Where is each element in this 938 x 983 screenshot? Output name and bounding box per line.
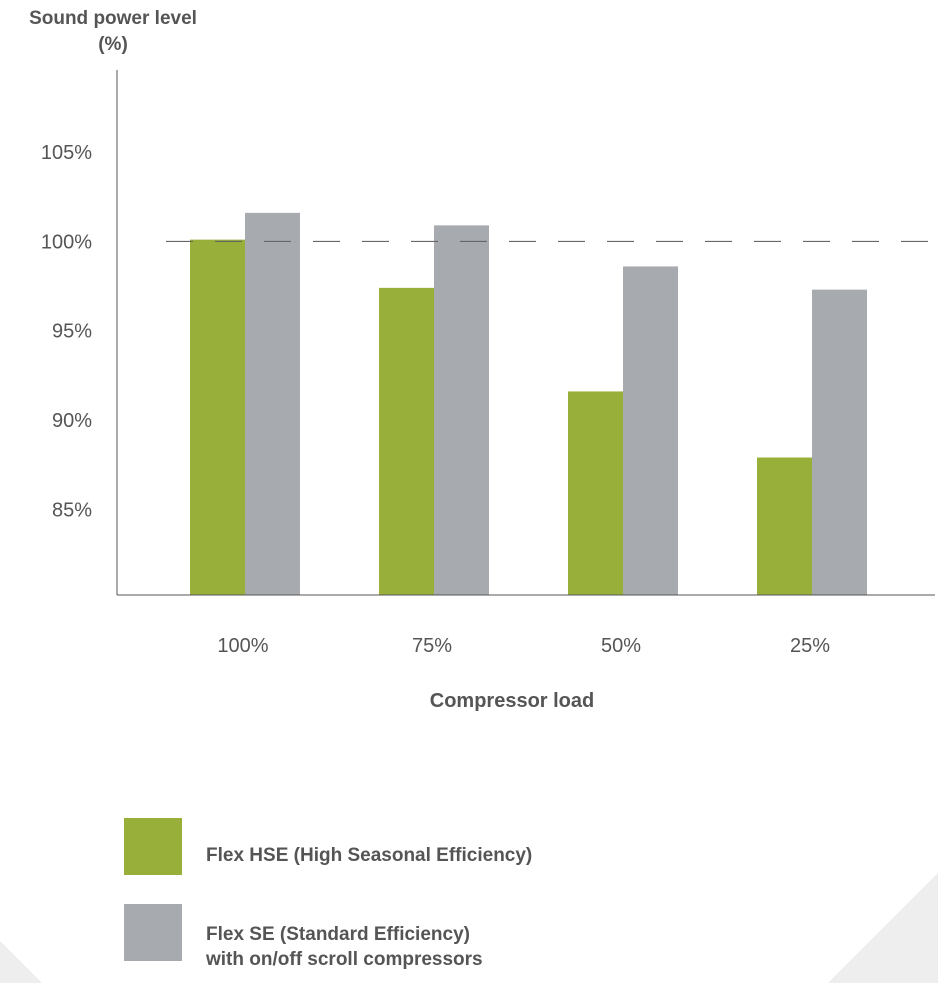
bar-hse-25pct bbox=[757, 457, 812, 595]
y-axis-title: Sound power level (%) bbox=[29, 8, 197, 55]
y-tick-label: 105% bbox=[41, 142, 92, 164]
decorative-corner-left bbox=[0, 941, 42, 983]
bar-series bbox=[190, 212, 867, 595]
legend-label-se-line-2: with on/off scroll compressors bbox=[206, 949, 483, 970]
y-tick-label: 100% bbox=[41, 231, 92, 253]
y-axis-title-line-1: Sound power level bbox=[29, 8, 197, 29]
y-tick-label: 90% bbox=[52, 410, 92, 432]
x-axis-title: Compressor load bbox=[430, 690, 594, 712]
bar-se-75pct bbox=[434, 225, 489, 595]
bar-se-50pct bbox=[623, 266, 678, 595]
bar-hse-50pct bbox=[568, 391, 623, 595]
legend-label-hse: Flex HSE (High Seasonal Efficiency) bbox=[206, 845, 533, 866]
x-tick-label: 50% bbox=[601, 635, 641, 657]
bar-hse-75pct bbox=[379, 287, 434, 595]
y-tick-label: 85% bbox=[52, 499, 92, 521]
y-tick-label: 95% bbox=[52, 321, 92, 343]
x-tick-label: 100% bbox=[217, 635, 268, 657]
legend-label-se-line-1: Flex SE (Standard Efficiency) bbox=[206, 924, 470, 945]
bar-se-100pct bbox=[245, 212, 300, 595]
legend-swatch-hse bbox=[124, 818, 182, 875]
y-axis-ticks: 85% 90% 95% 100% 105% bbox=[41, 142, 92, 521]
bar-hse-100pct bbox=[190, 239, 245, 595]
x-axis-categories: 100% 75% 50% 25% bbox=[217, 635, 830, 657]
decorative-corner-right bbox=[828, 873, 938, 983]
bar-se-25pct bbox=[812, 289, 867, 595]
x-tick-label: 25% bbox=[790, 635, 830, 657]
x-tick-label: 75% bbox=[412, 635, 452, 657]
legend-swatch-se bbox=[124, 904, 182, 961]
y-axis-title-line-2: (%) bbox=[98, 34, 128, 55]
